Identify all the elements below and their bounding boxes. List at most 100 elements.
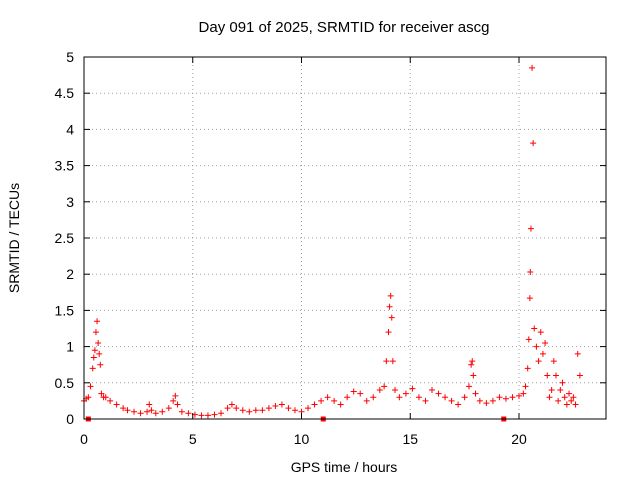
data-point <box>89 365 96 372</box>
data-point <box>285 405 292 412</box>
y-tick-label: 4 <box>66 121 74 137</box>
data-point <box>385 329 392 336</box>
data-point <box>548 387 555 394</box>
data-point <box>435 390 442 397</box>
data-point <box>344 394 351 401</box>
data-point <box>363 397 370 404</box>
data-point <box>572 401 579 408</box>
data-point <box>370 394 377 401</box>
data-point <box>542 339 549 346</box>
y-tick-label: 0.5 <box>55 375 75 391</box>
data-point <box>402 390 409 397</box>
data-point <box>102 394 109 401</box>
data-point <box>524 365 531 372</box>
data-point <box>146 401 153 408</box>
data-point <box>570 394 577 401</box>
y-tick-label: 2.5 <box>55 230 75 246</box>
data-point <box>389 358 396 365</box>
data-point <box>218 410 225 417</box>
data-point <box>522 383 529 390</box>
data-point <box>465 383 472 390</box>
data-point <box>95 339 102 346</box>
data-point <box>265 405 272 412</box>
data-point <box>159 408 166 415</box>
x-tick-label: 20 <box>511 431 527 447</box>
data-point <box>94 318 101 325</box>
data-point <box>422 397 429 404</box>
data-point <box>85 394 92 401</box>
y-axis-label: SRMTID / TECUs <box>6 183 22 293</box>
data-point <box>383 358 390 365</box>
data-point <box>442 394 449 401</box>
data-point <box>396 394 403 401</box>
data-point <box>272 402 279 409</box>
data-point <box>211 411 218 418</box>
x-tick-label: 10 <box>294 431 310 447</box>
data-point <box>489 397 496 404</box>
data-point <box>357 390 364 397</box>
data-point <box>137 410 144 417</box>
data-point <box>392 387 399 394</box>
data-point <box>98 390 105 397</box>
x-tick-label: 0 <box>80 431 88 447</box>
data-point <box>381 383 388 390</box>
data-point <box>278 401 285 408</box>
data-point <box>87 383 94 390</box>
data-point <box>509 394 516 401</box>
data-point <box>470 372 477 379</box>
data-point <box>178 408 185 415</box>
data-point <box>331 397 338 404</box>
data-point <box>148 407 155 414</box>
data-point <box>516 392 522 399</box>
data-point <box>376 387 383 394</box>
data-point <box>113 401 120 408</box>
data-point <box>96 350 103 357</box>
data-point <box>291 407 298 414</box>
data-point <box>520 390 527 397</box>
data-point <box>535 358 542 365</box>
data-point <box>561 394 568 401</box>
data-point <box>566 390 573 397</box>
axis-ticks <box>83 56 606 420</box>
data-point <box>124 407 131 414</box>
y-tick-label: 1.5 <box>55 302 75 318</box>
x-tick-label: 5 <box>189 431 197 447</box>
data-point <box>337 401 344 408</box>
y-tick-label: 1 <box>66 339 74 355</box>
data-point <box>170 397 177 404</box>
data-point <box>557 387 564 394</box>
data-point <box>97 361 104 368</box>
data-point <box>530 140 537 147</box>
y-tick-label: 2 <box>66 266 74 282</box>
data-point <box>483 400 490 407</box>
data-point <box>228 401 235 408</box>
data-point <box>429 387 435 394</box>
y-tick-label: 5 <box>66 49 74 65</box>
data-point <box>527 225 534 232</box>
data-point <box>259 407 266 414</box>
data-point <box>152 410 159 417</box>
data-point <box>174 401 181 408</box>
data-point <box>526 295 533 302</box>
data-point <box>525 336 532 343</box>
y-tick-labels: 0 0.5 1 1.5 2 2.5 3 3.5 4 4.5 5 <box>55 49 75 427</box>
data-point <box>185 410 192 417</box>
data-point <box>502 395 509 402</box>
y-tick-label: 4.5 <box>55 85 75 101</box>
data-point <box>224 405 231 412</box>
data-point <box>409 385 416 392</box>
data-point <box>311 401 318 408</box>
data-point <box>550 358 557 365</box>
data-point <box>531 325 538 332</box>
x-tick-labels: 0 5 10 15 20 <box>80 431 527 447</box>
data-point <box>455 401 462 408</box>
data-point <box>552 372 559 379</box>
data-point <box>415 394 422 401</box>
data-point <box>144 408 151 415</box>
data-point <box>252 407 259 414</box>
data-point <box>468 361 475 368</box>
data-point <box>546 394 553 401</box>
data-point <box>131 408 138 415</box>
